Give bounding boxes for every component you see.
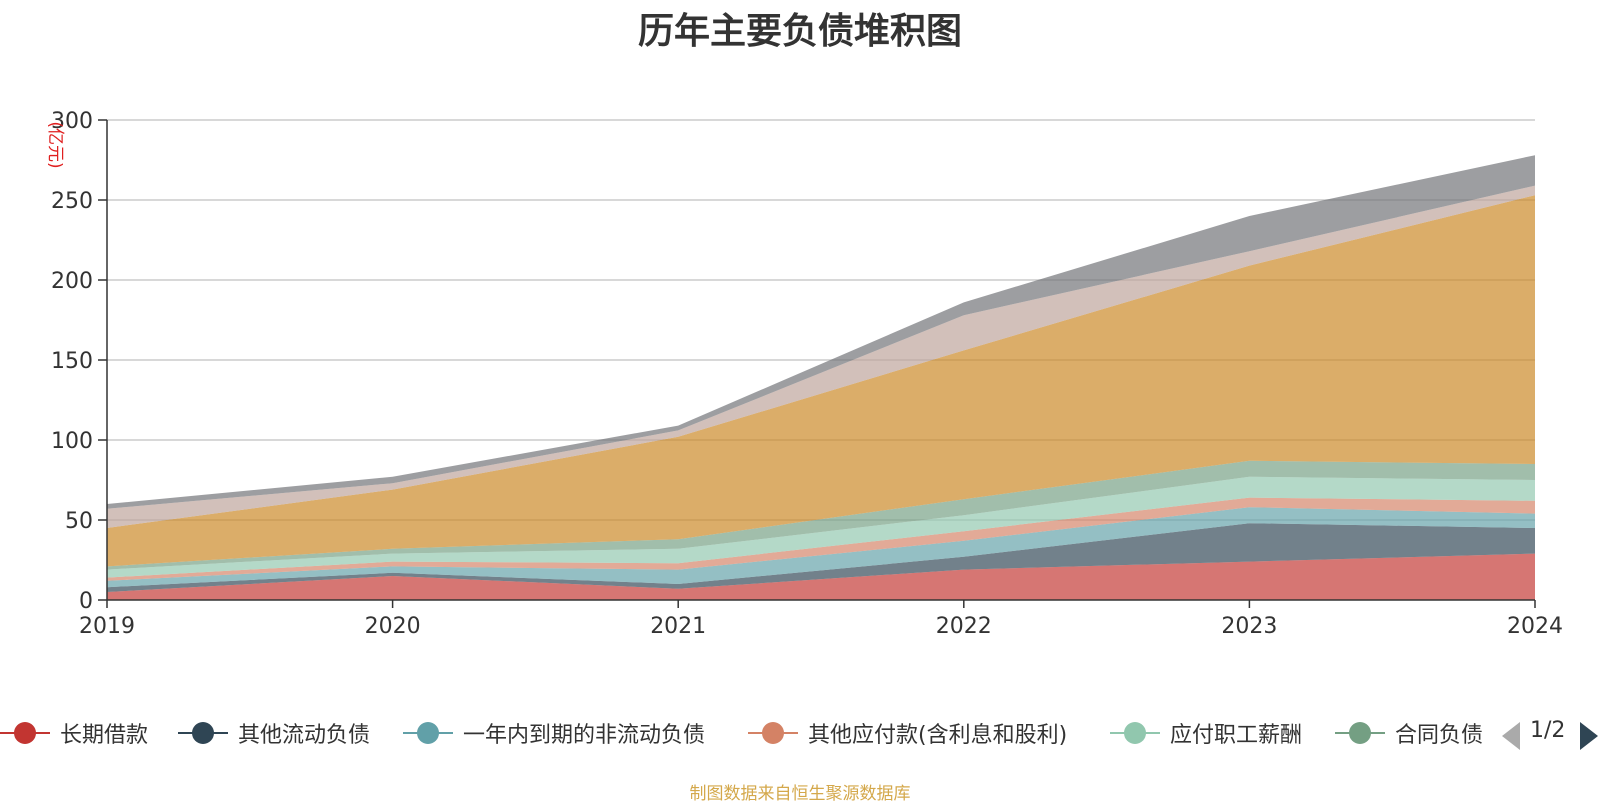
- x-tick-label: 2023: [1221, 614, 1277, 639]
- legend: 长期借款 其他流动负债 一年内到期的非流动负债 其他应付款(含利息和股利) 应付职工薪酬…: [0, 718, 1600, 748]
- x-tick-label: 2024: [1507, 614, 1563, 639]
- legend-item[interactable]: 合同负债: [1335, 718, 1483, 748]
- legend-item[interactable]: 长期借款: [0, 718, 148, 748]
- legend-marker-icon: [178, 718, 228, 748]
- area-series-1: [107, 523, 1535, 592]
- chart-plot: 0 50 100 150 200 250 300 2019 2020 2021 2022 2023 20…: [45, 109, 1563, 639]
- legend-label: 一年内到期的非流动负债: [463, 723, 706, 748]
- legend-prev-page-icon[interactable]: [1502, 722, 1520, 750]
- legend-item[interactable]: 其他流动负债: [178, 718, 370, 748]
- y-tick-label: 250: [51, 189, 93, 214]
- legend-page-indicator: 1/2: [1530, 718, 1566, 743]
- area-series-3: [107, 497, 1535, 581]
- legend-marker-icon: [1110, 718, 1160, 748]
- legend-label: 长期借款: [60, 723, 149, 748]
- y-tick-label: 0: [79, 589, 93, 614]
- area-series-6: [107, 195, 1535, 567]
- y-tick-label: 100: [51, 429, 93, 454]
- area-series-5: [107, 460, 1535, 570]
- y-tick-label: 150: [51, 349, 93, 374]
- legend-item[interactable]: 一年内到期的非流动负债: [403, 718, 705, 748]
- legend-next-page-icon[interactable]: [1580, 722, 1598, 750]
- legend-marker-icon: [748, 718, 798, 748]
- area-series-4: [107, 476, 1535, 578]
- legend-item[interactable]: 其他应付款(含利息和股利): [748, 718, 1067, 748]
- legend-marker-icon: [403, 718, 453, 748]
- y-tick-label: 50: [65, 509, 93, 534]
- y-axis-unit-label: (亿元): [45, 121, 65, 168]
- data-source-note: 制图数据来自恒生聚源数据库: [689, 784, 911, 804]
- legend-label: 合同负债: [1395, 723, 1484, 748]
- x-tick-label: 2021: [650, 614, 706, 639]
- legend-label: 其他应付款(含利息和股利): [808, 723, 1068, 748]
- area-series-7: [107, 185, 1535, 528]
- y-tick-label: 300: [51, 109, 93, 134]
- x-tick-label: 2019: [79, 614, 135, 639]
- legend-marker-icon: [1335, 718, 1385, 748]
- x-tick-label: 2022: [936, 614, 992, 639]
- area-series-8: [107, 155, 1535, 509]
- legend-label: 其他流动负债: [238, 723, 371, 748]
- legend-label: 应付职工薪酬: [1170, 723, 1303, 748]
- legend-item[interactable]: 应付职工薪酬: [1110, 718, 1302, 748]
- area-series-0: [107, 553, 1535, 600]
- x-tick-label: 2020: [365, 614, 421, 639]
- y-tick-label: 200: [51, 269, 93, 294]
- chart-title: 历年主要负债堆积图: [637, 11, 962, 52]
- legend-marker-icon: [0, 718, 50, 748]
